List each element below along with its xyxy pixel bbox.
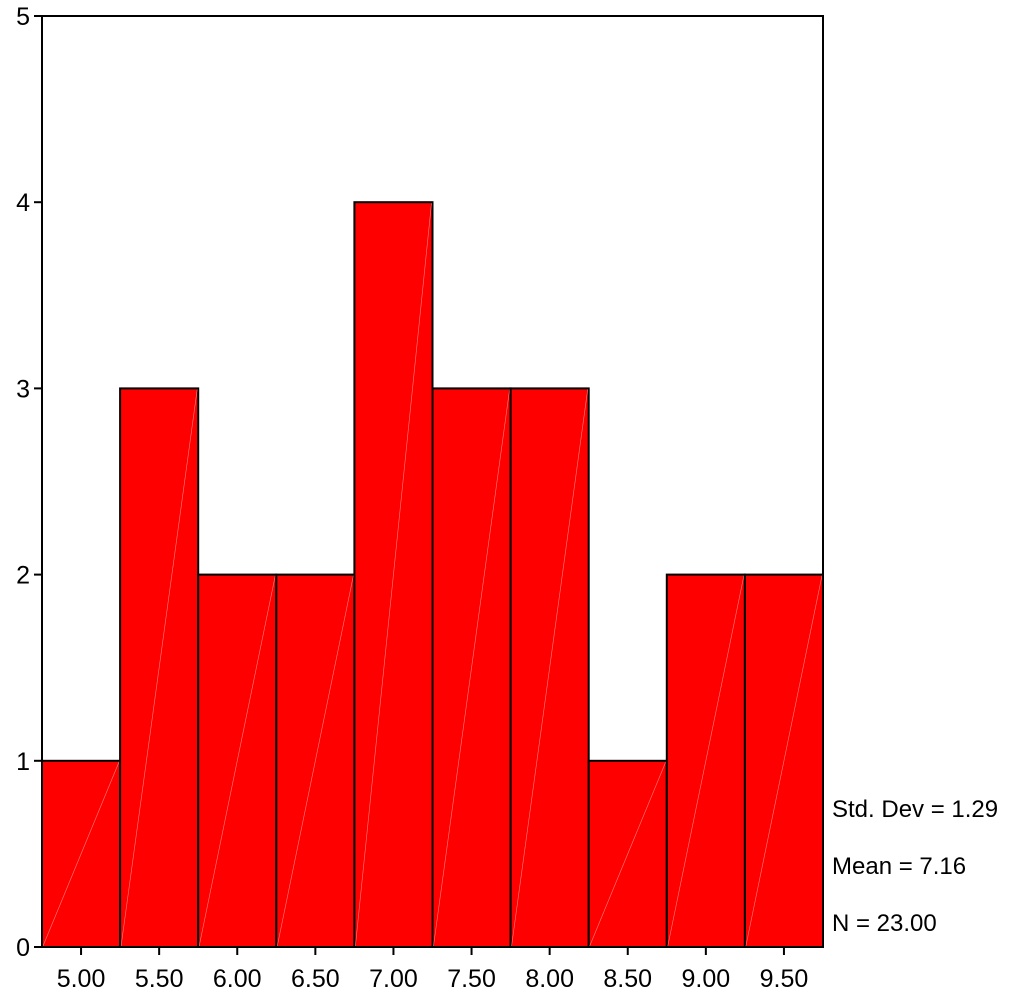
mean-label: Mean = 7.16 bbox=[832, 853, 966, 880]
bar-diagonal-line bbox=[433, 389, 510, 947]
y-tick-label: 3 bbox=[16, 375, 30, 403]
y-tick-label: 2 bbox=[16, 562, 30, 590]
std-dev-label: Std. Dev = 1.29 bbox=[832, 796, 998, 823]
y-tick-label: 1 bbox=[16, 748, 30, 776]
x-axis: 5.00 5.50 6.00 6.50 7.00 7.50 8.00 8.50 9.00 9.50 bbox=[57, 947, 809, 993]
x-tick-label: 5.00 bbox=[57, 965, 106, 993]
x-tick-label: 9.00 bbox=[682, 965, 731, 993]
x-tick-label: 9.50 bbox=[760, 965, 809, 993]
x-tick-label: 7.50 bbox=[447, 965, 496, 993]
bar-diagonal-line bbox=[745, 575, 823, 947]
n-label: N = 23.00 bbox=[832, 910, 937, 937]
x-tick-label: 8.50 bbox=[603, 965, 652, 993]
x-tick-label: 5.50 bbox=[135, 965, 184, 993]
y-tick-label: 0 bbox=[16, 934, 30, 962]
bars-group bbox=[41, 201, 825, 948]
x-tick-label: 8.00 bbox=[525, 965, 574, 993]
bar-diagonal-line bbox=[589, 761, 667, 947]
bar-diagonal-line bbox=[355, 203, 432, 947]
y-tick-label: 5 bbox=[16, 3, 30, 31]
plot-frame bbox=[41, 15, 824, 948]
bar-diagonal-line bbox=[511, 389, 588, 947]
bar-diagonal-line bbox=[42, 761, 120, 947]
x-tick-label: 6.50 bbox=[291, 965, 340, 993]
y-tick-label: 4 bbox=[16, 189, 30, 217]
bar-diagonal-line bbox=[667, 575, 745, 947]
stats-box: Std. Dev = 1.29 Mean = 7.16 N = 23.00 bbox=[832, 796, 998, 937]
bar-diagonal-line bbox=[120, 389, 198, 947]
x-tick-label: 7.00 bbox=[369, 965, 418, 993]
x-tick-label: 6.00 bbox=[213, 965, 262, 993]
bar-diagonal-line bbox=[277, 575, 354, 947]
bar-diagonal-line bbox=[198, 575, 276, 947]
y-axis: 0 1 2 3 4 5 bbox=[16, 3, 42, 962]
